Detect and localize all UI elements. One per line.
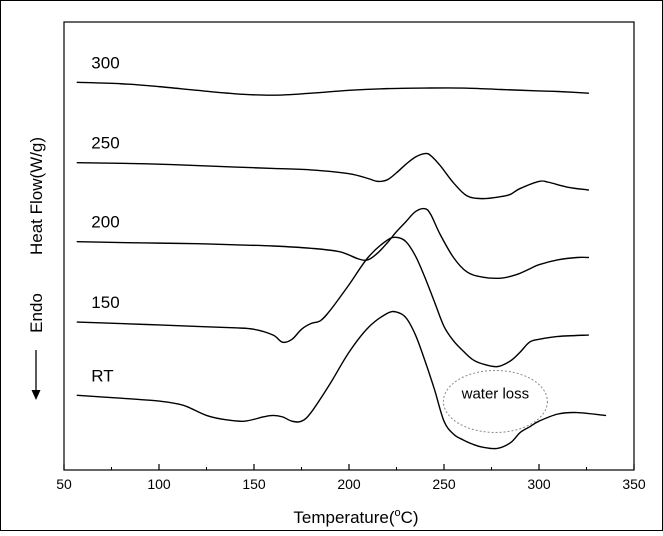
x-axis-title: Temperature(oC)	[293, 507, 418, 527]
x-axis-ticks: 50 100 150 200 250 300 350	[56, 464, 646, 492]
curve-label-250: 250	[91, 134, 119, 153]
curve-labels: 300 250 200 150 RT	[91, 53, 119, 385]
annotation-layer: water loss	[442, 369, 548, 433]
y-axis-title: Heat Flow(W/g)	[27, 137, 46, 255]
water-loss-label: water loss	[461, 385, 530, 402]
series-layer	[76, 81, 607, 450]
water-loss-ellipse	[442, 369, 548, 433]
series-line-150	[76, 236, 590, 368]
x-tick-label-250: 250	[432, 476, 456, 492]
series-line-rt	[76, 310, 607, 450]
y-axis-secondary-label: Endo	[27, 293, 46, 333]
curve-label-rt: RT	[91, 366, 113, 385]
series-line-200	[76, 207, 590, 279]
series-line-300	[76, 81, 590, 96]
x-tick-label-100: 100	[147, 476, 171, 492]
endo-arrow-head	[31, 390, 41, 400]
x-tick-label-50: 50	[56, 476, 72, 492]
curve-label-200: 200	[91, 213, 119, 232]
x-tick-label-350: 350	[622, 476, 646, 492]
x-tick-label-300: 300	[527, 476, 551, 492]
x-tick-label-150: 150	[242, 476, 266, 492]
x-tick-label-200: 200	[337, 476, 361, 492]
curve-label-300: 300	[91, 53, 119, 72]
series-line-250	[76, 152, 590, 200]
curve-label-150: 150	[91, 293, 119, 312]
endo-direction-arrow	[31, 350, 41, 400]
